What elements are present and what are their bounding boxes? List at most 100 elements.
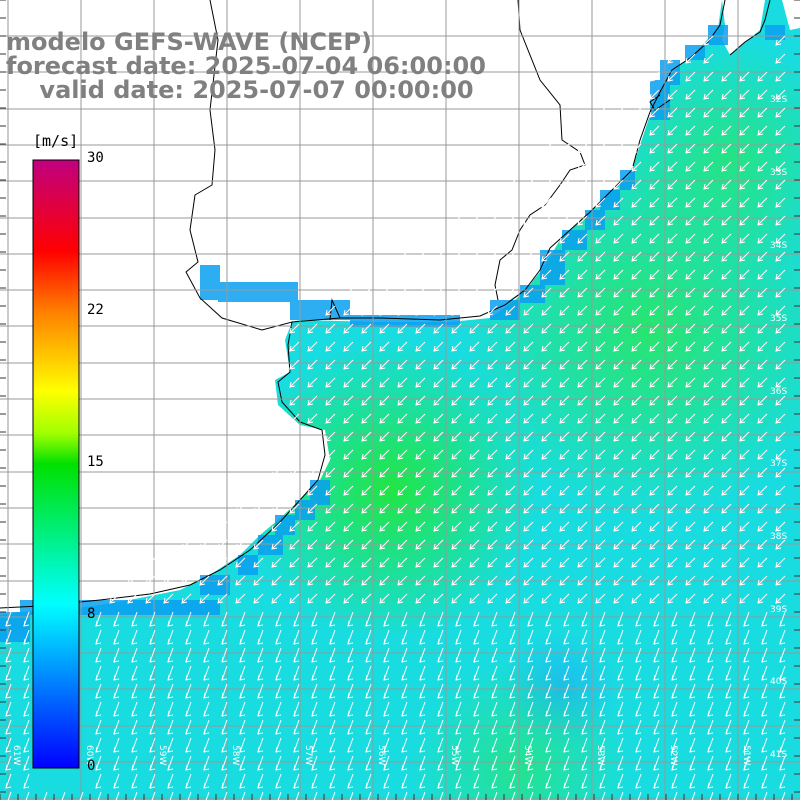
wind-arrow [293, 755, 300, 771]
wind-arrow [509, 737, 516, 753]
wind-arrow [523, 485, 534, 496]
wind-arrow [277, 791, 282, 800]
wind-arrow [721, 449, 732, 460]
wind-arrow [361, 413, 372, 424]
wind-arrow [743, 737, 750, 753]
wind-arrow [631, 413, 642, 424]
wind-arrow [113, 701, 120, 717]
wind-arrow [343, 575, 354, 586]
wind-arrow [667, 143, 678, 154]
wind-arrow [743, 683, 750, 699]
wind-arrow [775, 593, 786, 604]
wind-arrow [721, 539, 732, 550]
wind-arrow [563, 629, 570, 645]
wind-arrow [649, 413, 660, 424]
wind-arrow [469, 521, 480, 532]
wind-arrow [595, 485, 606, 496]
wind-arrow [595, 125, 606, 136]
wind-arrow [739, 251, 750, 262]
wind-arrow [487, 557, 498, 568]
wind-arrow [739, 341, 750, 352]
colorbar-tick-22: 22 [87, 302, 104, 318]
wind-arrow [473, 611, 480, 627]
wind-arrow [239, 683, 246, 699]
wind-arrow [343, 359, 354, 370]
latitude-label: 34S [770, 241, 787, 251]
wind-arrow [613, 179, 624, 190]
wind-arrow [289, 521, 300, 532]
wind-arrow [401, 647, 408, 663]
latitude-label: 32S [770, 95, 787, 105]
wind-arrow [635, 755, 642, 771]
wind-arrow [487, 521, 498, 532]
wind-arrow [163, 593, 174, 604]
wind-arrow [419, 719, 426, 735]
wind-arrow [635, 701, 642, 717]
wind-arrow [775, 485, 786, 496]
wind-arrow [671, 683, 678, 699]
wind-arrow [757, 593, 768, 604]
wind-arrow [349, 791, 354, 800]
wind-arrow [667, 53, 678, 64]
wind-arrow [757, 269, 768, 280]
wind-arrow [739, 557, 750, 568]
wind-arrow [5, 629, 12, 645]
wind-arrow [199, 557, 210, 568]
wind-arrow [109, 593, 120, 604]
wind-arrow [563, 755, 570, 771]
wind-arrow [509, 701, 516, 717]
wind-arrow [577, 521, 588, 532]
wind-arrow [451, 305, 462, 316]
longitude-label: 60W [84, 745, 94, 765]
wind-arrow [469, 377, 480, 388]
wind-arrow [725, 665, 732, 681]
wind-arrow [203, 665, 210, 681]
wind-arrow [671, 611, 678, 627]
wind-arrow [667, 449, 678, 460]
wind-arrow [685, 557, 696, 568]
wind-arrow [23, 665, 30, 681]
wind-arrow [361, 593, 372, 604]
wind-arrow [725, 629, 732, 645]
wind-arrow [343, 413, 354, 424]
wind-arrow [203, 755, 210, 771]
wind-arrow [757, 107, 768, 118]
wind-arrow [433, 557, 444, 568]
wind-arrow [487, 359, 498, 370]
wind-arrow [649, 251, 660, 262]
wind-arrow [509, 773, 516, 789]
wind-arrow [595, 467, 606, 478]
wind-arrow [649, 323, 660, 334]
wind-arrow [253, 557, 264, 568]
wind-arrow [527, 611, 534, 627]
wind-arrow [527, 773, 534, 789]
wind-arrow [113, 773, 120, 789]
wind-arrow [415, 575, 426, 586]
wind-arrow [667, 503, 678, 514]
wind-arrow [325, 413, 336, 424]
wind-arrow [307, 341, 318, 352]
wind-arrow [361, 287, 372, 298]
wind-arrow [401, 773, 408, 789]
wind-arrow [397, 251, 408, 262]
wind-arrow [577, 413, 588, 424]
wind-arrow [613, 125, 624, 136]
wind-arrow [541, 413, 552, 424]
wind-arrow [613, 323, 624, 334]
wind-arrow [667, 539, 678, 550]
wind-arrow [577, 341, 588, 352]
wind-arrow [397, 305, 408, 316]
wind-arrow [181, 539, 192, 550]
wind-arrow [703, 251, 714, 262]
wind-arrow [545, 683, 552, 699]
wind-arrow [757, 341, 768, 352]
wind-arrow [455, 665, 462, 681]
wind-arrow [167, 773, 174, 789]
wind-arrow [703, 107, 714, 118]
wind-arrow [667, 125, 678, 136]
wind-arrow [541, 485, 552, 496]
wind-arrow [401, 737, 408, 753]
wind-arrow [703, 503, 714, 514]
wind-arrow [235, 593, 246, 604]
